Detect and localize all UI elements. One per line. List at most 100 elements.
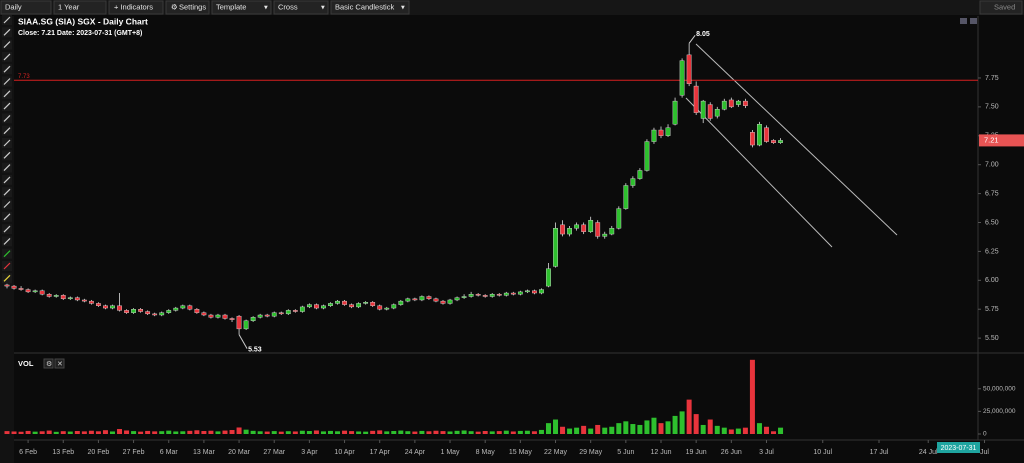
drawing-tool[interactable] — [2, 39, 12, 50]
candle-body — [693, 85, 699, 113]
range-button[interactable]: 1 Year — [53, 0, 107, 15]
candle-body — [271, 312, 277, 317]
drawing-tool[interactable] — [2, 138, 12, 148]
volume-bar — [771, 431, 777, 434]
volume-bar — [588, 428, 594, 434]
settings-button[interactable]: ⚙ Settings — [165, 0, 210, 15]
volume-bar — [616, 423, 622, 434]
drawing-tool[interactable] — [2, 174, 12, 185]
drawing-tool[interactable] — [2, 88, 12, 99]
drawing-tool[interactable] — [2, 15, 12, 25]
volume-bar — [672, 415, 678, 434]
trend-line — [685, 97, 833, 248]
volume-bar — [81, 431, 87, 434]
drawing-tool[interactable] — [2, 199, 12, 210]
drawing-tool[interactable] — [2, 76, 12, 87]
volume-bar — [482, 431, 488, 434]
volume-bar — [763, 426, 769, 434]
candle-body — [553, 228, 558, 267]
drawing-tool[interactable] — [2, 261, 12, 271]
level-label: 7.73 — [18, 74, 30, 80]
drawing-tool[interactable] — [2, 224, 12, 235]
candle-body — [152, 313, 158, 316]
candle-body — [278, 312, 284, 315]
volume-bar — [735, 428, 741, 434]
volume-bar — [250, 430, 256, 434]
x-tick-label: 27 Feb — [123, 449, 145, 456]
y-tick-label: 5.50 — [985, 335, 999, 342]
template-button[interactable]: Template ▾ — [211, 0, 272, 15]
drawing-tool[interactable] — [2, 150, 12, 161]
y-tick-label: 6.25 — [985, 248, 999, 255]
x-tick-label: 5 Jun — [617, 449, 634, 456]
drawing-tool[interactable] — [2, 187, 12, 198]
candle-body — [321, 305, 326, 309]
candle-body — [560, 224, 565, 235]
volume-bar — [370, 430, 376, 434]
candle-body — [117, 305, 122, 311]
drawing-tool[interactable] — [2, 273, 12, 284]
price-tag — [979, 134, 1024, 147]
volume-bar — [595, 424, 601, 434]
candle-body — [180, 305, 186, 309]
volume-bar — [320, 431, 326, 434]
drawing-tool[interactable] — [2, 27, 12, 38]
volume-bar — [651, 417, 657, 434]
layout-icon[interactable] — [970, 18, 977, 24]
candle-body — [630, 178, 636, 186]
volume-settings[interactable] — [43, 358, 54, 369]
volume-close[interactable] — [54, 358, 65, 369]
candle-body — [96, 303, 101, 306]
indicators-button[interactable]: + Indicators — [108, 0, 164, 15]
candle-body — [53, 295, 59, 297]
volume-bar — [531, 431, 537, 434]
volume-bar — [187, 430, 193, 434]
x-tick-label: 10 Jul — [813, 449, 832, 456]
gear-icon: ⚙ — [46, 360, 52, 368]
drawing-tool[interactable] — [2, 248, 12, 259]
drawing-tool[interactable] — [2, 211, 12, 222]
volume-bar — [173, 431, 179, 434]
candle-body — [714, 108, 720, 117]
candle-body — [433, 298, 439, 302]
drawing-tool[interactable] — [2, 101, 12, 112]
camera-icon[interactable] — [960, 18, 967, 24]
cursor-button[interactable]: Cross ▾ — [273, 0, 329, 15]
candle-body — [229, 318, 235, 320]
candle-body — [250, 317, 256, 321]
candle-body — [88, 300, 94, 304]
candle-body — [665, 127, 671, 136]
tool-icon — [3, 90, 11, 98]
volume-bar — [623, 421, 629, 434]
interval-button[interactable]: Daily — [0, 0, 52, 15]
candle-body — [419, 296, 425, 301]
candle-body — [32, 290, 38, 293]
volume-bar — [180, 431, 186, 434]
drawing-tool[interactable] — [2, 64, 12, 75]
x-tick-label: Jul — [980, 449, 989, 456]
drawing-tool[interactable] — [2, 113, 12, 124]
saved-button[interactable]: Saved — [979, 0, 1023, 15]
x-tick-label: 27 Mar — [263, 449, 285, 456]
volume-bar — [637, 424, 643, 434]
candle-body — [384, 307, 390, 310]
volume-bar — [124, 430, 130, 434]
style-button[interactable]: Basic Candlestick ▾ — [330, 0, 410, 15]
candle-body — [658, 129, 664, 136]
candle-body — [264, 314, 270, 317]
candle-body — [679, 60, 685, 96]
x-tick-label: 24 Jul — [919, 449, 938, 456]
volume-bar — [257, 431, 263, 434]
volume-bar — [215, 431, 221, 434]
volume-bar — [742, 427, 748, 434]
drawing-tool[interactable] — [2, 125, 12, 136]
candle-body — [306, 304, 312, 308]
candle-body — [574, 224, 580, 229]
candle-body — [194, 309, 200, 313]
drawing-tool[interactable] — [2, 236, 12, 247]
drawing-tool[interactable] — [2, 162, 12, 173]
candle-body — [257, 314, 263, 318]
drawing-tool[interactable] — [2, 51, 12, 62]
candle-body — [187, 305, 193, 310]
